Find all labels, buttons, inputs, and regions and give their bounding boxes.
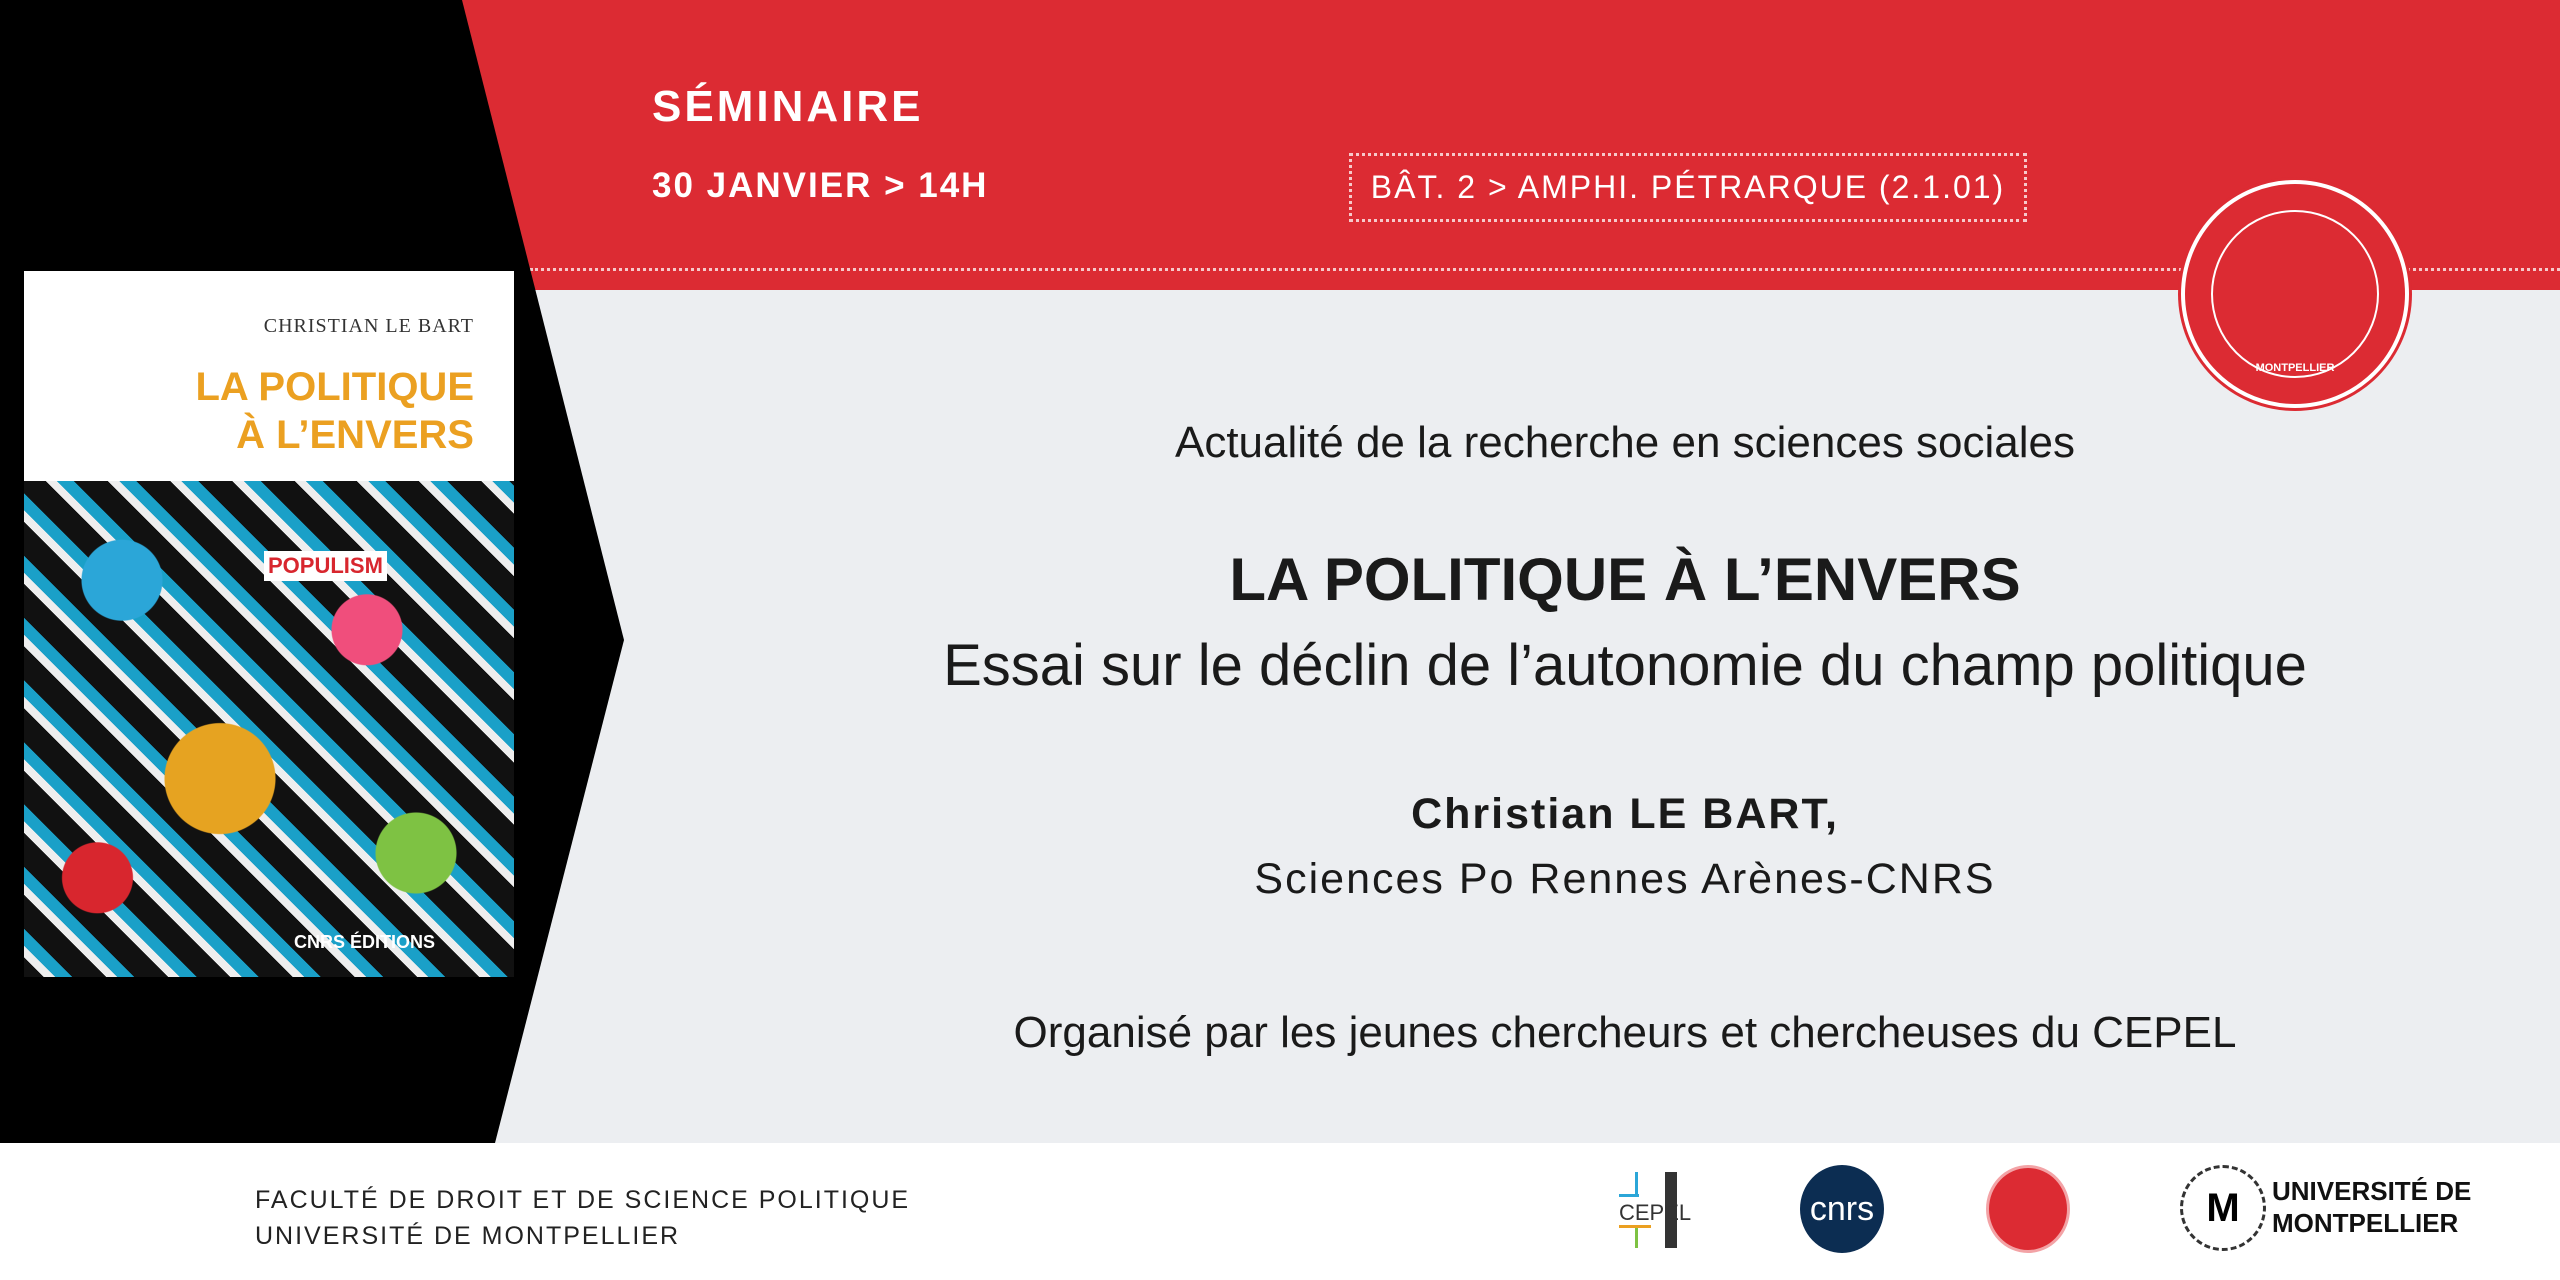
seminar-subtitle: Essai sur le déclin de l’autonomie du ch…	[943, 633, 2307, 698]
cepel-logo: CEPEL	[1619, 1172, 1691, 1248]
book-cover-art: POPULISM CNRS ÉDITIONS	[24, 481, 514, 977]
event-type: SÉMINAIRE	[652, 82, 924, 131]
series-title: Actualité de la recherche en sciences so…	[1174, 418, 2076, 467]
faculty-seal-small-logo	[1986, 1165, 2070, 1253]
um-line1: UNIVERSITÉ DE	[2272, 1176, 2472, 1206]
book-title: LA POLITIQUE À L’ENVERS	[195, 363, 474, 459]
location-text: BÂT. 2 > AMPHI. PÉTRARQUE (2.1.01)	[1370, 169, 2006, 205]
event-date-time: 30 JANVIER > 14H	[652, 166, 989, 205]
cover-word: POPULISM	[264, 551, 387, 581]
footer-faculty: FACULTÉ DE DROIT ET DE SCIENCE POLITIQUE	[255, 1186, 911, 1214]
cnrs-logo: cnrs	[1800, 1165, 1884, 1253]
faculty-seal-logo: MONTPELLIER	[2181, 180, 2409, 408]
cepel-text: CEPEL	[1619, 1200, 1691, 1225]
publisher: CNRS ÉDITIONS	[294, 932, 436, 952]
book-cover: CHRISTIAN LE BART LA POLITIQUE À L’ENVERS…	[24, 271, 514, 977]
seminar-title: LA POLITIQUE À L’ENVERS	[1229, 546, 2021, 613]
book-title-line1: LA POLITIQUE	[195, 365, 474, 409]
speaker-affiliation: Sciences Po Rennes Arènes-CNRS	[1254, 855, 1996, 903]
dotted-divider	[530, 268, 2560, 271]
cnrs-text: cnrs	[1809, 1189, 1875, 1228]
um-seal-logo: M	[2180, 1165, 2266, 1251]
book-title-line2: À L’ENVERS	[236, 413, 474, 457]
footer-university: UNIVERSITÉ DE MONTPELLIER	[255, 1222, 681, 1250]
um-line2: MONTPELLIER	[2272, 1208, 2459, 1238]
seal-text: MONTPELLIER	[2255, 362, 2335, 374]
book-author: CHRISTIAN LE BART	[263, 315, 474, 337]
organizer: Organisé par les jeunes chercheurs et ch…	[1013, 1008, 2237, 1057]
footer	[0, 1143, 2560, 1280]
speaker-name: Christian LE BART,	[1411, 790, 1839, 838]
um-wordmark: UNIVERSITÉ DE MONTPELLIER	[2272, 1175, 2471, 1239]
event-location: BÂT. 2 > AMPHI. PÉTRARQUE (2.1.01)	[1349, 153, 2027, 222]
